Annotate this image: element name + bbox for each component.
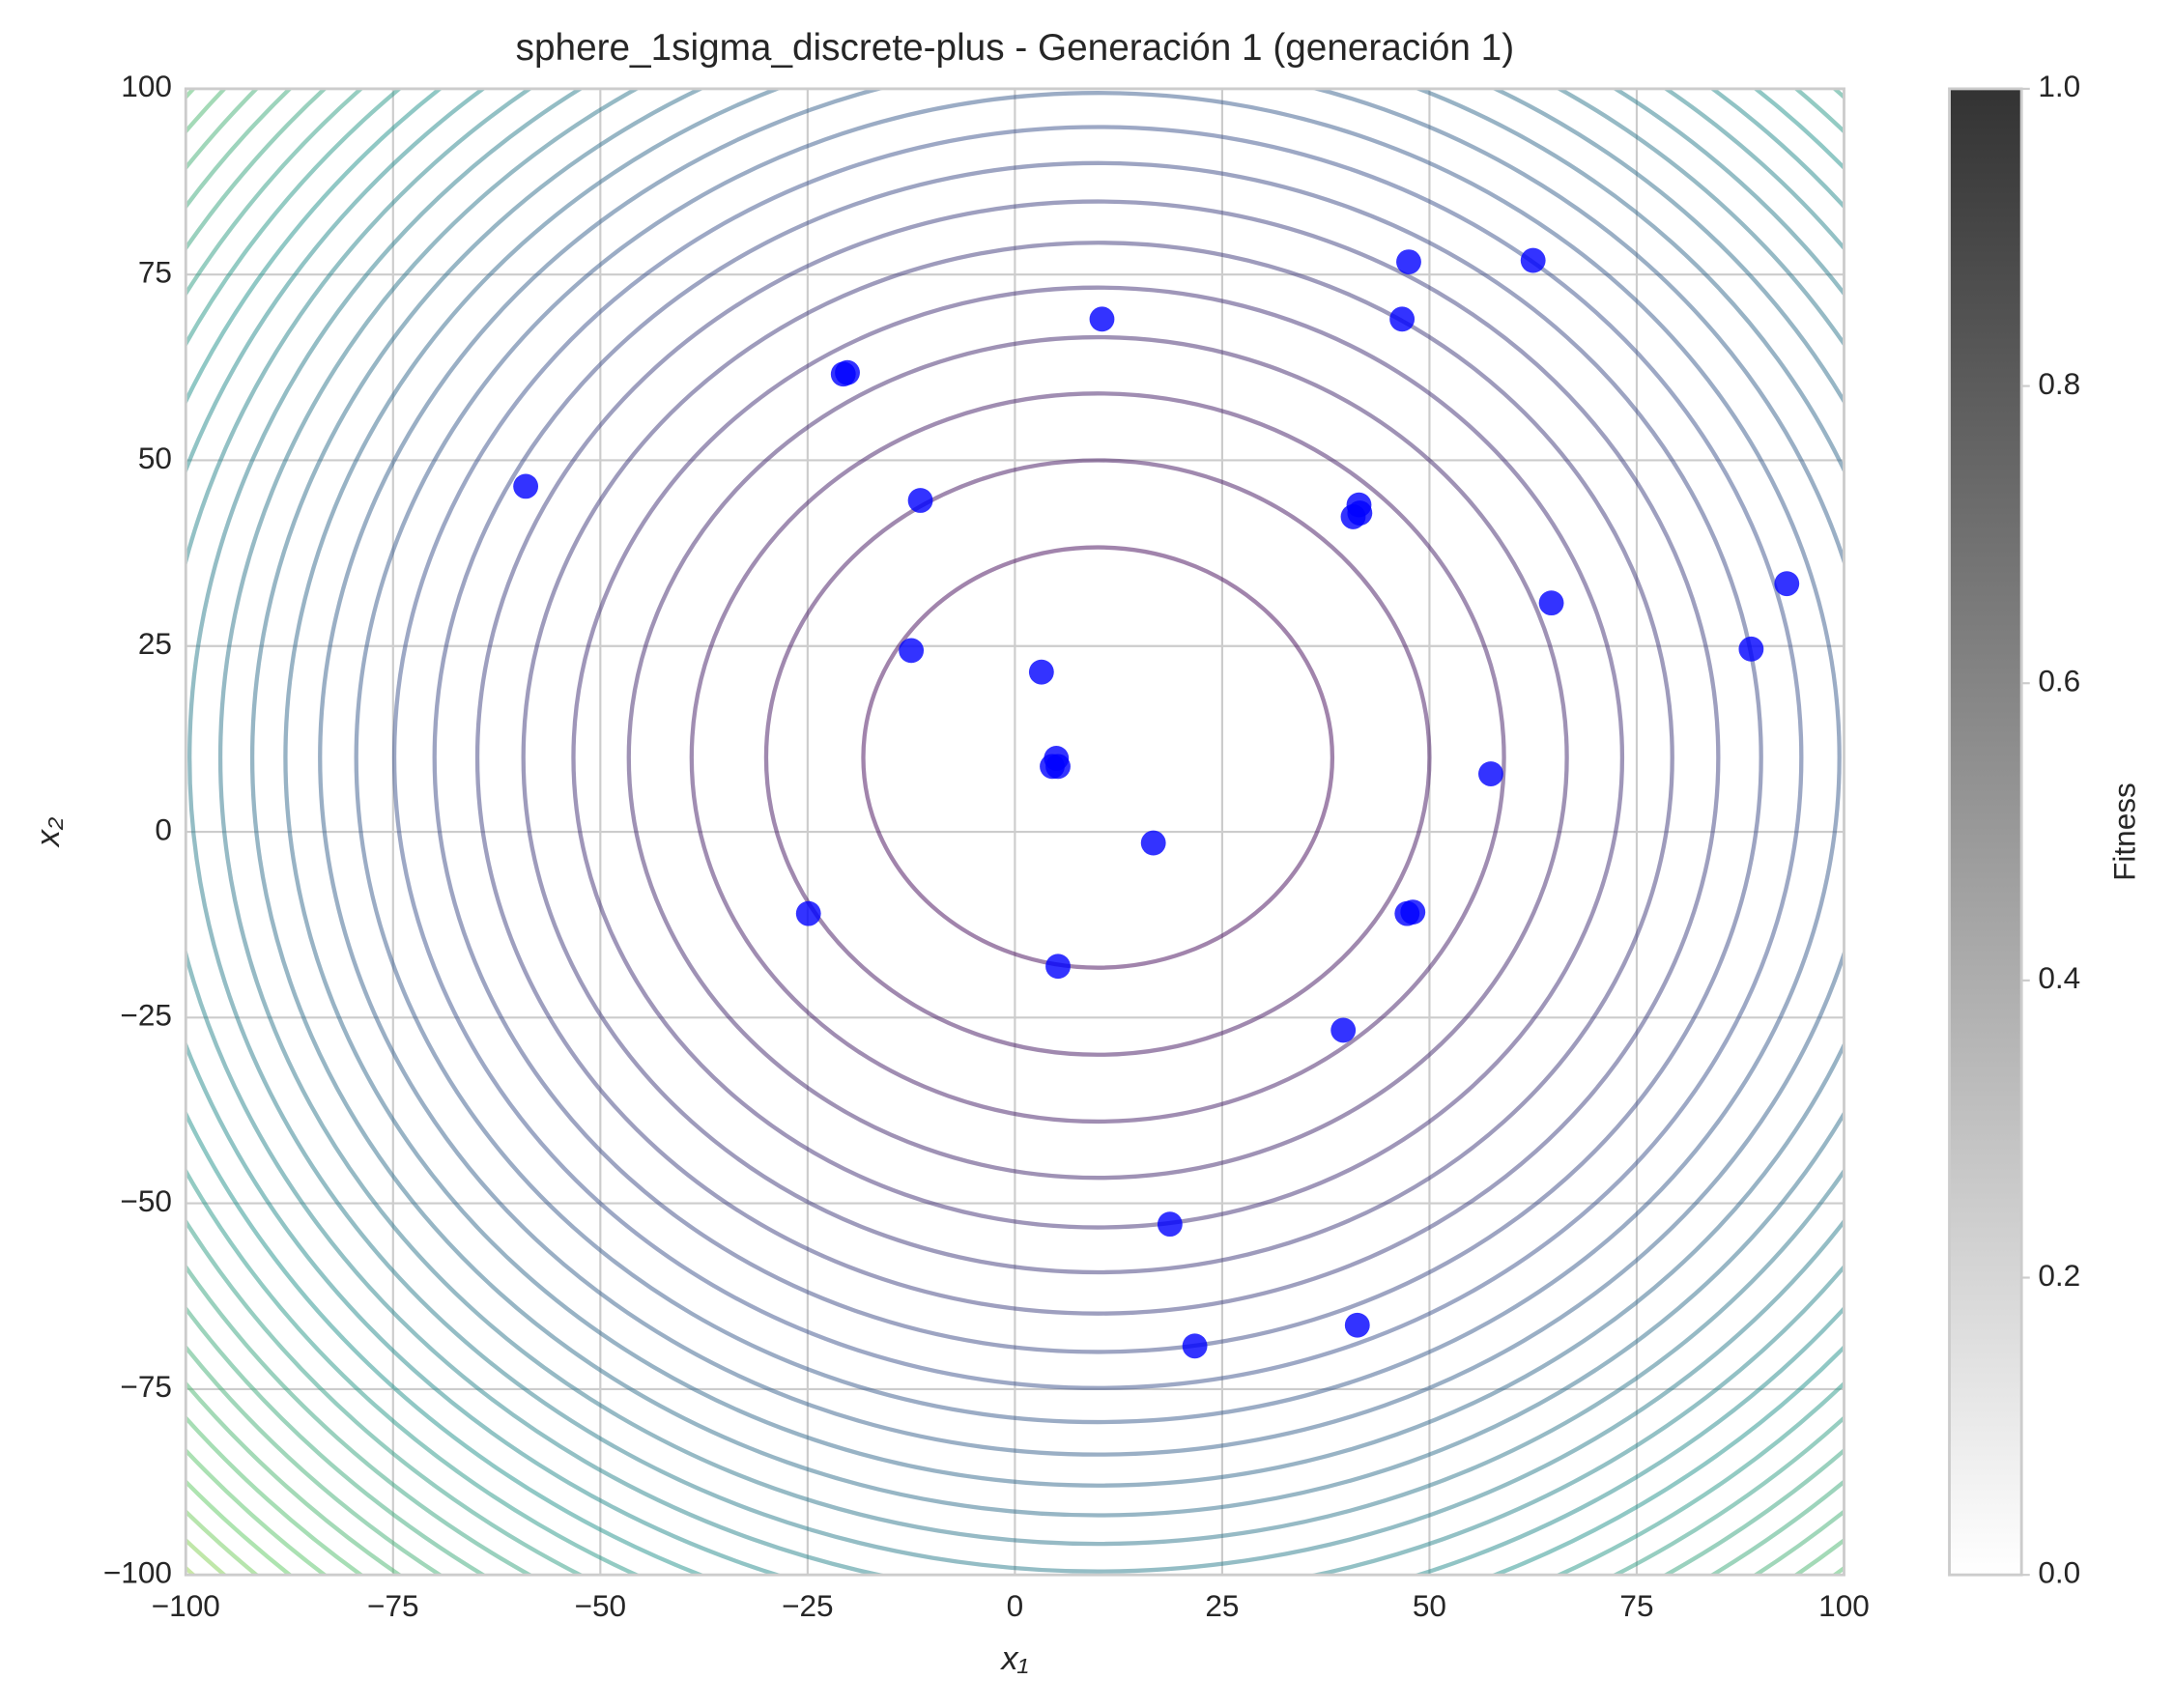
colorbar-tick-label: 0.8 <box>2038 366 2080 401</box>
scatter-point <box>899 638 925 664</box>
scatter-point <box>1089 306 1115 332</box>
y-tick-label: 0 <box>155 811 172 846</box>
y-tick-label: −75 <box>120 1369 172 1404</box>
x-tick-label: −25 <box>782 1588 834 1623</box>
contour-line <box>218 88 1845 1547</box>
contour-line <box>187 88 1845 1574</box>
scatter-point <box>795 900 821 926</box>
scatter-point <box>1400 899 1426 925</box>
scatter-point <box>907 488 933 513</box>
contour-line <box>521 241 1674 1275</box>
colorbar <box>1948 87 2023 1577</box>
scatter-point <box>1774 571 1800 597</box>
colorbar-tick-label: 0.2 <box>2038 1258 2080 1293</box>
colorbar-tick-label: 1.0 <box>2038 69 2080 103</box>
contour-line <box>354 91 1842 1425</box>
y-tick-label: 50 <box>138 441 172 475</box>
contour-line <box>626 334 1569 1181</box>
scatter-point <box>835 359 860 385</box>
plot-frame <box>184 87 1845 1577</box>
scatter-point <box>1520 247 1546 273</box>
scatter-point <box>1157 1211 1183 1238</box>
y-tick-label: −25 <box>120 998 172 1033</box>
colorbar-tick-label: 0.6 <box>2038 664 2080 698</box>
scatter-point <box>1182 1333 1208 1359</box>
y-tick-label: 100 <box>121 69 172 103</box>
scatter-point <box>1045 954 1071 980</box>
y-tick-label: −50 <box>120 1183 172 1218</box>
scatter-point <box>1478 761 1503 786</box>
contour-line <box>250 88 1845 1518</box>
contour-line <box>689 391 1506 1124</box>
scatter-point <box>1028 659 1054 685</box>
x-axis-label: x₁ <box>999 1640 1028 1677</box>
scatter-point <box>513 473 539 499</box>
x-tick-label: 25 <box>1205 1588 1239 1623</box>
contour-line <box>763 458 1432 1057</box>
scatter-point <box>1344 1312 1370 1338</box>
contour-line <box>391 125 1804 1390</box>
x-tick-label: 50 <box>1413 1588 1446 1623</box>
contour-line <box>318 88 1845 1457</box>
scatter-point <box>1140 830 1166 856</box>
contour-line <box>474 199 1721 1316</box>
x-tick-label: 0 <box>1007 1588 1024 1623</box>
chart-title: sphere_1sigma_discrete-plus - Generación… <box>516 27 1514 69</box>
scatter-point <box>1045 754 1071 780</box>
scatter-point <box>1347 500 1373 526</box>
contour-line <box>283 88 1845 1488</box>
scatter-point <box>1396 249 1421 275</box>
y-tick-label: −100 <box>103 1555 172 1590</box>
scatter-point <box>1389 306 1416 332</box>
y-tick-label: 75 <box>138 255 172 290</box>
x-tick-label: −50 <box>575 1588 627 1623</box>
contour-line <box>432 160 1763 1354</box>
scatter-point <box>1330 1017 1357 1043</box>
x-tick-label: −100 <box>152 1588 220 1623</box>
colorbar-label: Fitness <box>2107 783 2142 881</box>
x-tick-label: 100 <box>1818 1588 1870 1623</box>
colorbar-tick-label: 0.0 <box>2038 1555 2080 1590</box>
x-tick-label: −75 <box>367 1588 419 1623</box>
y-tick-label: 25 <box>138 626 172 661</box>
colorbar-tick-label: 0.4 <box>2038 960 2080 995</box>
y-axis-label: x₂ <box>30 817 67 848</box>
scatter-point <box>1538 590 1564 616</box>
contour-line <box>571 285 1625 1230</box>
x-tick-label: 75 <box>1619 1588 1653 1623</box>
contour-line <box>861 545 1335 970</box>
scatter-point <box>1738 636 1764 662</box>
